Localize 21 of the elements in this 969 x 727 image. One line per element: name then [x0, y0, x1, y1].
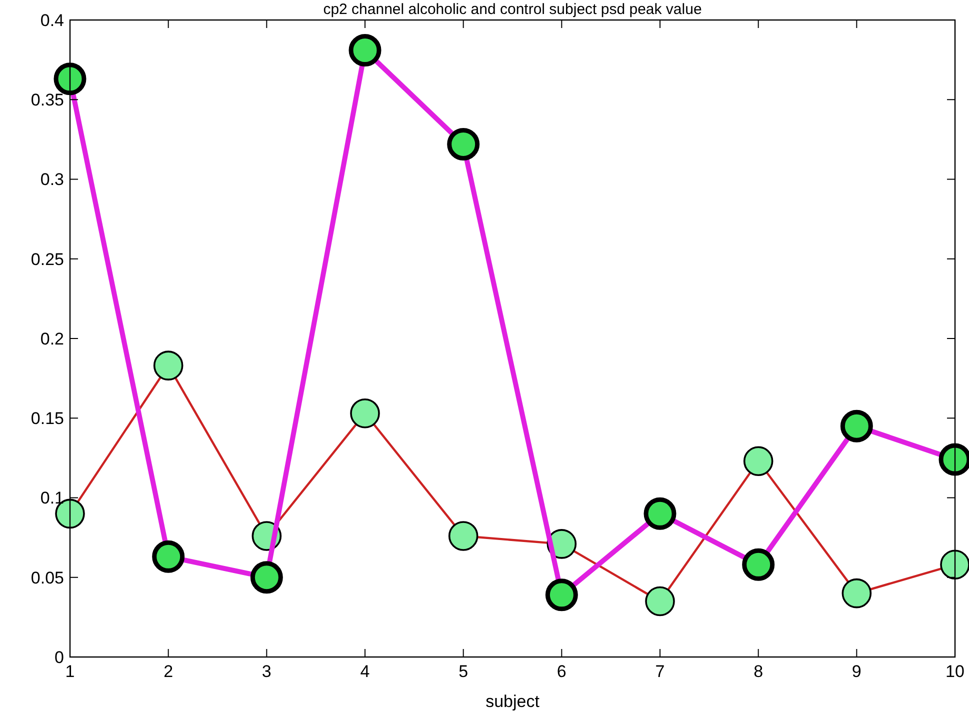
x-tick-label: 1 [65, 662, 75, 681]
x-tick-label: 4 [360, 662, 370, 681]
y-tick-label: 0.35 [30, 90, 64, 110]
x-tick-label: 3 [262, 662, 272, 681]
x-tick-label: 9 [852, 662, 862, 681]
y-tick-label: 0.4 [40, 10, 64, 30]
x-tick-label: 10 [946, 662, 964, 681]
y-tick-label: 0.2 [40, 329, 64, 348]
x-tick-label: 2 [164, 662, 174, 681]
x-tick-label: 8 [754, 662, 764, 681]
y-tick-label: 0.25 [30, 250, 64, 269]
y-tick-label: 0.1 [40, 488, 64, 508]
x-tick-label: 6 [556, 662, 566, 681]
x-tick-label: 7 [655, 662, 665, 681]
x-tick-label: 5 [458, 662, 468, 681]
y-tick-label: 0 [54, 648, 64, 667]
chart-title: cp2 channel alcoholic and control subject psd peak value [323, 1, 702, 18]
y-tick-label: 0.15 [30, 409, 64, 428]
y-tick-label: 0.3 [40, 170, 64, 190]
y-tick-label: 0.05 [30, 568, 64, 588]
x-axis-title: subject [486, 692, 540, 711]
